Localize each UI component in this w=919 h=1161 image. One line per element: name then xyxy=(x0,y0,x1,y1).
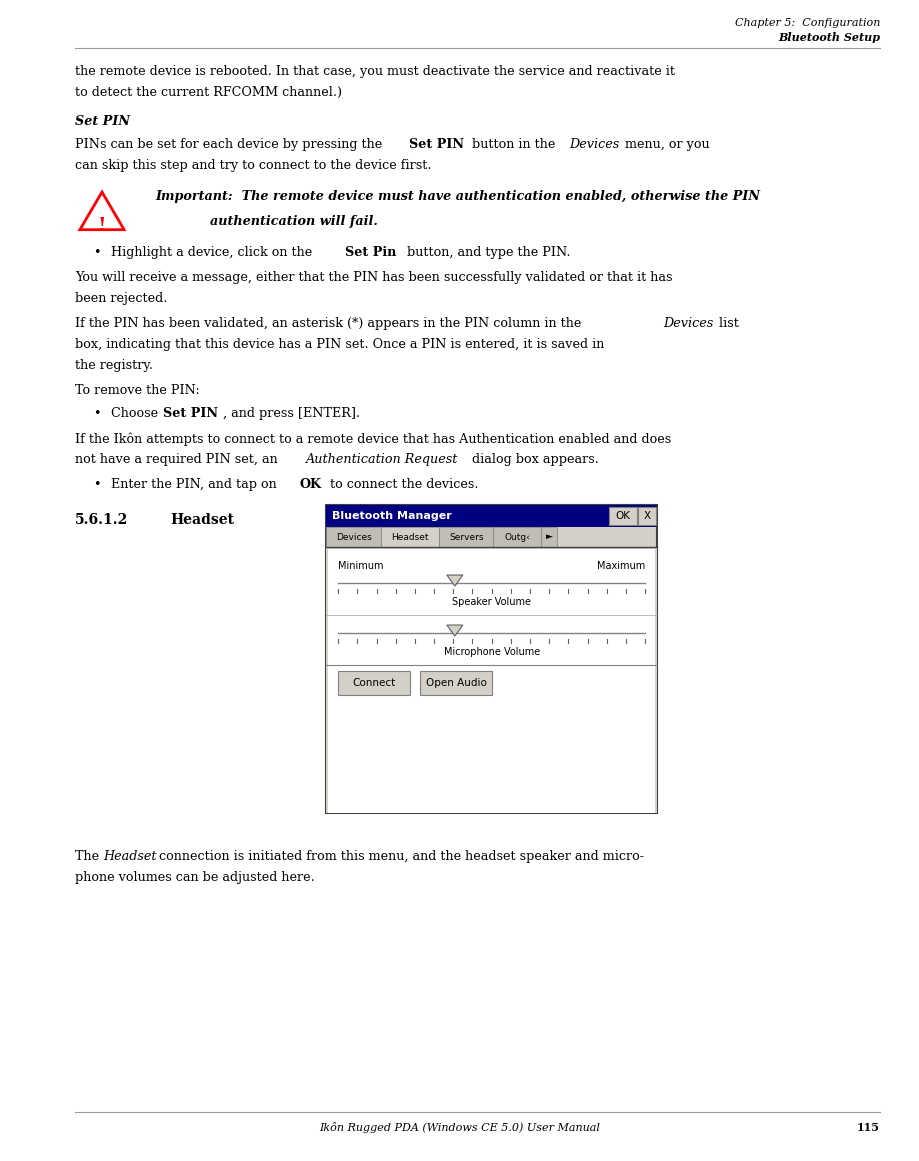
Text: Microphone Volume: Microphone Volume xyxy=(444,647,539,657)
Text: Highlight a device, click on the: Highlight a device, click on the xyxy=(111,246,316,259)
Text: Set PIN: Set PIN xyxy=(163,408,218,420)
FancyBboxPatch shape xyxy=(609,507,637,525)
Text: Headset: Headset xyxy=(391,533,429,541)
FancyBboxPatch shape xyxy=(328,549,655,813)
Text: X: X xyxy=(643,511,651,521)
FancyBboxPatch shape xyxy=(326,505,657,813)
Text: •: • xyxy=(93,246,100,259)
Text: OK: OK xyxy=(616,511,630,521)
Text: button in the: button in the xyxy=(468,138,560,151)
Text: to detect the current RFCOMM channel.): to detect the current RFCOMM channel.) xyxy=(75,86,342,99)
Polygon shape xyxy=(447,625,463,636)
FancyBboxPatch shape xyxy=(541,527,557,547)
Text: Devices: Devices xyxy=(663,317,713,330)
Text: Devices: Devices xyxy=(569,138,619,151)
Text: Minimum: Minimum xyxy=(338,561,384,571)
Text: Speaker Volume: Speaker Volume xyxy=(452,597,531,607)
FancyBboxPatch shape xyxy=(381,527,439,547)
Text: menu, or you: menu, or you xyxy=(621,138,709,151)
Text: To remove the PIN:: To remove the PIN: xyxy=(75,384,199,397)
Text: Choose: Choose xyxy=(111,408,162,420)
Text: Enter the PIN, and tap on: Enter the PIN, and tap on xyxy=(111,478,280,491)
Text: the registry.: the registry. xyxy=(75,359,153,372)
Text: authentication will fail.: authentication will fail. xyxy=(210,215,378,228)
Polygon shape xyxy=(447,575,463,586)
Text: not have a required PIN set, an: not have a required PIN set, an xyxy=(75,453,282,466)
Text: button, and type the PIN.: button, and type the PIN. xyxy=(403,246,571,259)
Text: If the PIN has been validated, an asterisk (*) appears in the PIN column in the: If the PIN has been validated, an asteri… xyxy=(75,317,585,330)
Text: can skip this step and try to connect to the device first.: can skip this step and try to connect to… xyxy=(75,159,432,172)
FancyBboxPatch shape xyxy=(338,671,410,695)
FancyBboxPatch shape xyxy=(638,507,656,525)
Text: , and press [ENTER].: , and press [ENTER]. xyxy=(223,408,360,420)
Text: Servers: Servers xyxy=(449,533,483,541)
FancyBboxPatch shape xyxy=(439,527,494,547)
Text: the remote device is rebooted. In that case, you must deactivate the service and: the remote device is rebooted. In that c… xyxy=(75,65,675,78)
Text: Bluetooth Manager: Bluetooth Manager xyxy=(333,511,452,521)
Text: 115: 115 xyxy=(857,1122,880,1133)
Text: phone volumes can be adjusted here.: phone volumes can be adjusted here. xyxy=(75,871,314,884)
Text: You will receive a message, either that the PIN has been successfully validated : You will receive a message, either that … xyxy=(75,271,673,284)
Text: box, indicating that this device has a PIN set. Once a PIN is entered, it is sav: box, indicating that this device has a P… xyxy=(75,338,605,351)
FancyBboxPatch shape xyxy=(326,527,381,547)
Text: Bluetooth Setup: Bluetooth Setup xyxy=(778,33,880,43)
Text: Chapter 5:  Configuration: Chapter 5: Configuration xyxy=(734,19,880,28)
Text: Connect: Connect xyxy=(353,678,396,688)
FancyBboxPatch shape xyxy=(326,547,657,813)
Text: Set PIN: Set PIN xyxy=(75,115,130,128)
Text: Headset: Headset xyxy=(103,850,156,863)
Text: to connect the devices.: to connect the devices. xyxy=(326,478,479,491)
Text: Headset: Headset xyxy=(170,513,234,527)
Polygon shape xyxy=(80,192,124,230)
Text: If the Ikôn attempts to connect to a remote device that has Authentication enabl: If the Ikôn attempts to connect to a rem… xyxy=(75,432,671,446)
FancyBboxPatch shape xyxy=(494,527,541,547)
Text: ►: ► xyxy=(546,533,552,541)
Text: Ikôn Rugged PDA (Windows CE 5.0) User Manual: Ikôn Rugged PDA (Windows CE 5.0) User Ma… xyxy=(319,1122,600,1133)
Text: Set PIN: Set PIN xyxy=(409,138,464,151)
Text: OK: OK xyxy=(299,478,321,491)
Text: •: • xyxy=(93,408,100,420)
Text: Outg‹: Outg‹ xyxy=(505,533,530,541)
Text: Important:  The remote device must have authentication enabled, otherwise the PI: Important: The remote device must have a… xyxy=(155,190,760,203)
Text: Devices: Devices xyxy=(335,533,371,541)
Text: The: The xyxy=(75,850,103,863)
Text: connection is initiated from this menu, and the headset speaker and micro-: connection is initiated from this menu, … xyxy=(155,850,644,863)
Text: Set Pin: Set Pin xyxy=(345,246,396,259)
Text: 5.6.1.2: 5.6.1.2 xyxy=(75,513,129,527)
Text: •: • xyxy=(93,478,100,491)
Text: PINs can be set for each device by pressing the: PINs can be set for each device by press… xyxy=(75,138,386,151)
Text: dialog box appears.: dialog box appears. xyxy=(468,453,599,466)
FancyBboxPatch shape xyxy=(420,671,493,695)
Text: Authentication Request: Authentication Request xyxy=(306,453,459,466)
Text: been rejected.: been rejected. xyxy=(75,293,167,305)
Text: list: list xyxy=(715,317,739,330)
Text: !: ! xyxy=(97,217,107,235)
Text: Maximum: Maximum xyxy=(596,561,645,571)
FancyBboxPatch shape xyxy=(326,505,657,527)
Text: Open Audio: Open Audio xyxy=(425,678,487,688)
